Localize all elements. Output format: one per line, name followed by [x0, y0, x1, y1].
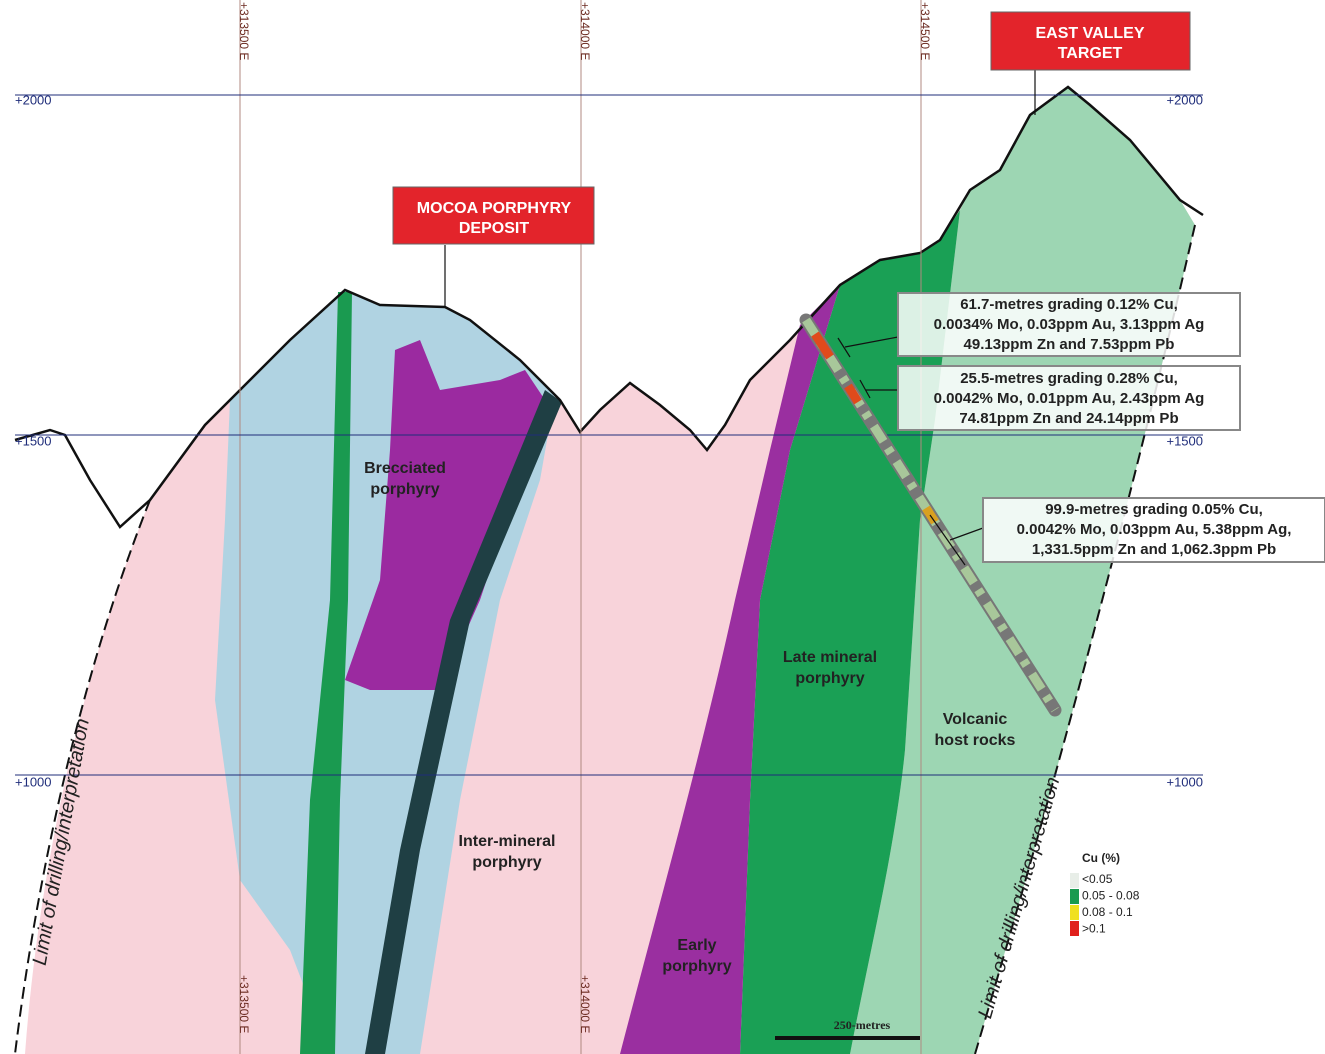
easting-label: +314000 E — [578, 975, 592, 1033]
elevation-label: +1500 — [1166, 433, 1203, 448]
drill-hole-high — [844, 383, 862, 405]
grid — [15, 0, 1203, 1054]
target-label: TARGET — [1058, 45, 1123, 62]
intercept-text: 0.0042% Mo, 0.01ppm Au, 2.43ppm Ag — [934, 390, 1205, 407]
elevation-label: +1000 — [15, 774, 52, 789]
intercept-text: 0.0042% Mo, 0.03ppm Au, 5.38ppm Ag, — [1017, 521, 1292, 538]
drill-hole-high — [811, 331, 834, 360]
intercept-text: 25.5-metres grading 0.28% Cu, — [960, 370, 1178, 387]
intercept-box — [897, 292, 1241, 357]
unit-label: porphyry — [795, 670, 864, 687]
target-box — [392, 186, 595, 245]
legend-title: Cu (%) — [1082, 851, 1120, 865]
intercept-text: 61.7-metres grading 0.12% Cu, — [960, 296, 1178, 313]
leader — [837, 336, 899, 358]
intercept-box — [982, 497, 1325, 563]
unit-label: host rocks — [935, 732, 1016, 749]
unit-label: Brecciated — [364, 460, 446, 477]
leader — [929, 514, 984, 566]
legend-swatch — [1070, 905, 1079, 920]
leader — [859, 379, 898, 399]
easting-label: +313500 E — [237, 975, 251, 1033]
easting-label: +314500 E — [918, 2, 932, 60]
legend-label: <0.05 — [1082, 872, 1113, 886]
intercept-text: 49.13ppm Zn and 7.53ppm Pb — [964, 336, 1175, 353]
elevation-label: +1500 — [15, 433, 52, 448]
leaders — [444, 70, 1036, 566]
legend-label: 0.08 - 0.1 — [1082, 905, 1133, 919]
target-label: MOCOA PORPHYRY — [417, 200, 572, 217]
legend-swatch — [1070, 873, 1079, 888]
target-label: EAST VALLEY — [1035, 25, 1144, 42]
unit-label: Early — [677, 937, 716, 954]
early-porphyry — [620, 285, 840, 1054]
unit-label: Late mineral — [783, 649, 877, 666]
intercept-text: 74.81ppm Zn and 24.14ppm Pb — [959, 410, 1178, 427]
elevation-label: +2000 — [15, 92, 52, 107]
topography — [14, 85, 1204, 529]
intercept-text: 99.9-metres grading 0.05% Cu, — [1045, 501, 1263, 518]
dark-dike — [365, 390, 562, 1054]
intercept-text: 0.0034% Mo, 0.03ppm Au, 3.13ppm Ag — [934, 316, 1205, 333]
scale-label: 250-metres — [834, 1018, 891, 1032]
elevation-label: +1000 — [1166, 774, 1203, 789]
target-box — [990, 11, 1191, 71]
unit-label: Volcanic — [943, 711, 1008, 728]
limit-line — [14, 499, 151, 1054]
legend-label: >0.1 — [1082, 922, 1106, 936]
intercept-box — [897, 365, 1241, 431]
target-label: DEPOSIT — [459, 220, 529, 237]
easting-label: +314000 E — [578, 2, 592, 60]
legend-swatch — [1070, 889, 1079, 904]
unit-label: porphyry — [472, 854, 541, 871]
unit-label: porphyry — [370, 481, 439, 498]
unit-label: porphyry — [662, 958, 731, 975]
unit-label: Inter-mineral — [459, 833, 556, 850]
elevation-label: +2000 — [1166, 92, 1203, 107]
intercept-text: 1,331.5ppm Zn and 1,062.3ppm Pb — [1032, 541, 1276, 558]
purple-core — [345, 340, 545, 690]
legend-swatch — [1070, 921, 1079, 936]
green-dike — [300, 292, 352, 1054]
drill-hole-core — [802, 317, 1059, 713]
legend-label: 0.05 - 0.08 — [1082, 889, 1140, 903]
easting-label: +313500 E — [237, 2, 251, 60]
